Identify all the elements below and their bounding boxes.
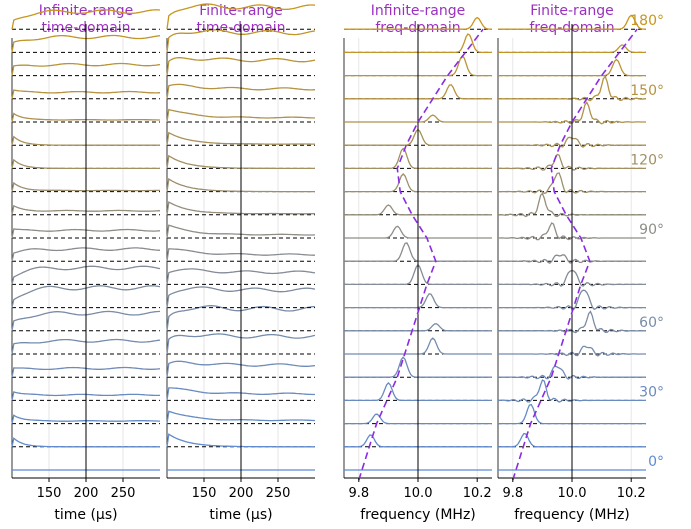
angle-label: 60° <box>639 315 664 331</box>
x-tick-label: 150 <box>37 486 62 501</box>
trace-line <box>11 9 161 30</box>
angle-label: 180° <box>630 13 664 29</box>
x-tick-label: 150 <box>192 486 217 501</box>
x-axis-label: time (µs) <box>54 507 117 523</box>
x-tick-label: 10.2 <box>463 486 492 501</box>
x-axis-label: frequency (MHz) <box>514 507 630 523</box>
panel-title-line: Finite-range <box>199 3 283 19</box>
angle-label: 0° <box>648 454 664 470</box>
x-tick-label: 9.8 <box>502 486 523 501</box>
x-axis-label: time (µs) <box>209 507 272 523</box>
x-tick-label: 10.0 <box>558 486 587 501</box>
panel-title-line: Finite-range <box>530 3 614 19</box>
fit-dashed-curve <box>358 28 484 481</box>
x-tick-label: 9.8 <box>348 486 369 501</box>
x-tick-label: 250 <box>111 486 136 501</box>
angle-label: 90° <box>639 222 664 238</box>
x-tick-label: 200 <box>229 486 254 501</box>
x-tick-label: 250 <box>266 486 291 501</box>
x-tick-label: 200 <box>74 486 99 501</box>
angle-label: 30° <box>639 384 664 400</box>
angle-label: 150° <box>630 83 664 99</box>
fit-dashed-curve <box>512 28 638 481</box>
x-axis-label: frequency (MHz) <box>360 507 476 523</box>
x-tick-label: 10.0 <box>404 486 433 501</box>
angle-label: 120° <box>630 152 664 168</box>
trace-line <box>166 3 316 30</box>
x-tick-label: 10.2 <box>617 486 646 501</box>
panel-title-line: Infinite-range <box>371 3 465 19</box>
panel-title-line: Infinite-range <box>39 3 133 19</box>
